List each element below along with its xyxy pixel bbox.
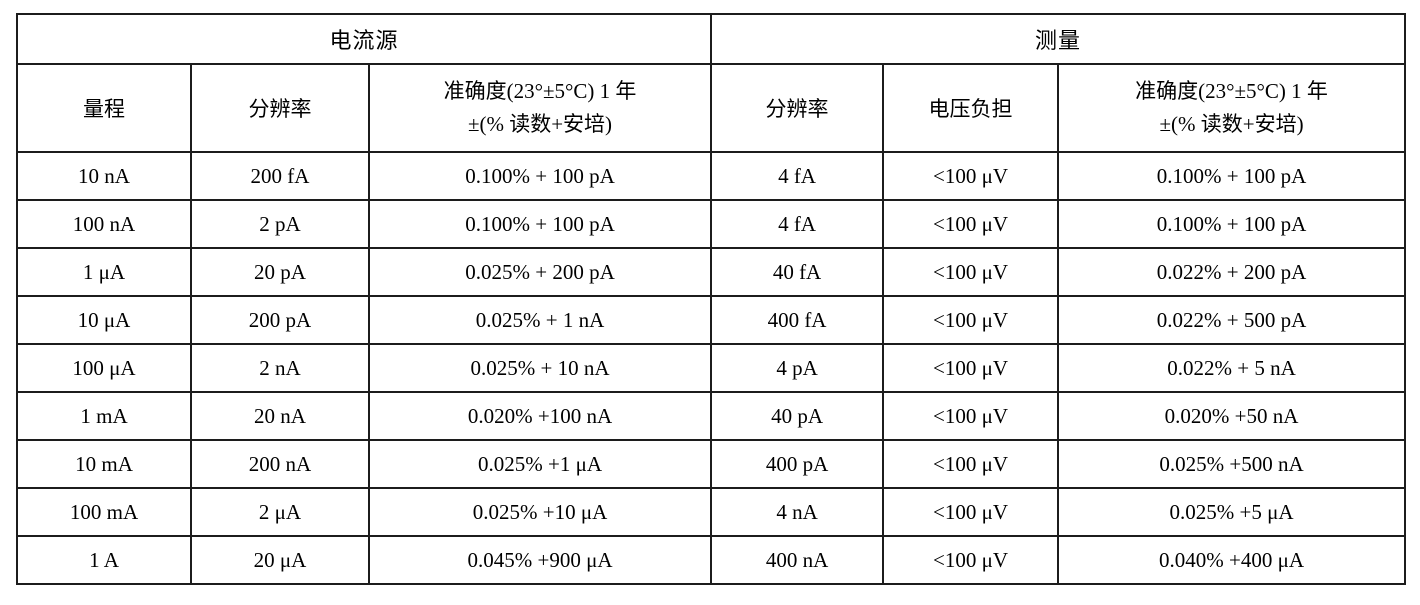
table-cell: 0.025% + 10 nA xyxy=(367,343,713,393)
table-cell: 10 nA xyxy=(16,151,192,201)
table-cell: 1 A xyxy=(16,535,192,585)
table-cell: 0.025% + 1 nA xyxy=(367,295,713,345)
table-cell: 0.025% +500 nA xyxy=(1057,439,1407,489)
table-cell: 200 pA xyxy=(190,295,370,345)
table-body: 10 nA 200 fA 0.100% + 100 pA 4 fA <100 μV 0.1… xyxy=(16,151,1407,585)
accuracy-header-line2: ±(% 读数+安培) xyxy=(1159,112,1304,136)
column-header-row: 量程 分辨率 准确度(23°±5°C) 1 年 ±(% 读数+安培) 分辨率 电… xyxy=(16,63,1407,153)
table-cell: 400 fA xyxy=(710,295,885,345)
table-cell: 400 nA xyxy=(710,535,885,585)
table-cell: <100 μV xyxy=(882,391,1060,441)
section-header-current-source: 电流源 xyxy=(15,13,713,65)
table-cell: 100 μA xyxy=(16,343,192,393)
table-cell: 1 mA xyxy=(16,391,192,441)
table-cell: 40 fA xyxy=(710,247,885,297)
table-cell: <100 μV xyxy=(882,199,1060,249)
accuracy-header-line1: 准确度(23°±5°C) 1 年 xyxy=(1135,79,1328,104)
table-row: 1 A 20 μA 0.045% +900 μA 400 nA <100 μV 0.040… xyxy=(16,535,1407,585)
table-cell: <100 μV xyxy=(882,343,1060,393)
table-cell: <100 μV xyxy=(882,535,1060,585)
table-cell: 0.022% + 500 pA xyxy=(1057,295,1407,345)
section-header-row: 电流源 测量 xyxy=(15,13,1407,65)
spec-table: 电流源 测量 量程 分辨率 准确度(23°±5°C) 1 年 ±(% 读数+安培… xyxy=(15,13,1407,585)
table-cell: 2 pA xyxy=(190,199,370,249)
table-cell: 0.025% +1 μA xyxy=(367,439,713,489)
table-cell: 4 nA xyxy=(710,487,885,537)
table-cell: 40 pA xyxy=(710,391,885,441)
table-row: 10 nA 200 fA 0.100% + 100 pA 4 fA <100 μV 0.1… xyxy=(16,151,1407,201)
table-cell: 100 nA xyxy=(16,199,192,249)
table-cell: <100 μV xyxy=(882,439,1060,489)
table-cell: 200 nA xyxy=(190,439,370,489)
table-cell: 0.040% +400 μA xyxy=(1057,535,1407,585)
col-header-resolution-source: 分辨率 xyxy=(190,63,370,153)
table-cell: 4 pA xyxy=(710,343,885,393)
table-cell: 100 mA xyxy=(16,487,192,537)
table-cell: 0.022% + 200 pA xyxy=(1057,247,1407,297)
table-cell: 0.100% + 100 pA xyxy=(1057,151,1407,201)
table-cell: <100 μV xyxy=(882,151,1060,201)
table-cell: 0.100% + 100 pA xyxy=(367,199,713,249)
table-cell: 20 nA xyxy=(190,391,370,441)
table-cell: 2 nA xyxy=(190,343,370,393)
col-header-resolution-measure: 分辨率 xyxy=(710,63,885,153)
table-cell: 0.025% + 200 pA xyxy=(367,247,713,297)
table-cell: 0.020% +100 nA xyxy=(367,391,713,441)
table-cell: 0.020% +50 nA xyxy=(1057,391,1407,441)
table-cell: 20 pA xyxy=(190,247,370,297)
table-cell: 10 mA xyxy=(16,439,192,489)
accuracy-header-line2: ±(% 读数+安培) xyxy=(467,112,613,136)
table-cell: 400 pA xyxy=(710,439,885,489)
table-cell: 0.022% + 5 nA xyxy=(1057,343,1407,393)
col-header-range: 量程 xyxy=(16,63,192,153)
table-cell: 0.025% +5 μA xyxy=(1057,487,1407,537)
table-cell: 0.025% +10 μA xyxy=(367,487,713,537)
table-row: 100 mA 2 μA 0.025% +10 μA 4 nA <100 μV 0.025%… xyxy=(16,487,1407,537)
table-row: 1 mA 20 nA 0.020% +100 nA 40 pA <100 μV 0.020… xyxy=(16,391,1407,441)
accuracy-header-line1: 准确度(23°±5°C) 1 年 xyxy=(443,79,637,104)
table-cell: 0.100% + 100 pA xyxy=(1057,199,1407,249)
col-header-accuracy-source: 准确度(23°±5°C) 1 年 ±(% 读数+安培) xyxy=(367,63,713,153)
table-cell: 10 μA xyxy=(16,295,192,345)
table-row: 10 mA 200 nA 0.025% +1 μA 400 pA <100 μV 0.02… xyxy=(16,439,1407,489)
table-cell: 20 μA xyxy=(190,535,370,585)
table-cell: 1 μA xyxy=(16,247,192,297)
col-header-voltage-burden: 电压负担 xyxy=(882,63,1060,153)
table-row: 10 μA 200 pA 0.025% + 1 nA 400 fA <100 μV 0.0… xyxy=(16,295,1407,345)
table-row: 100 μA 2 nA 0.025% + 10 nA 4 pA <100 μV 0.022… xyxy=(16,343,1407,393)
col-header-accuracy-measure: 准确度(23°±5°C) 1 年 ±(% 读数+安培) xyxy=(1057,63,1407,153)
table-cell: <100 μV xyxy=(882,295,1060,345)
section-header-measure: 测量 xyxy=(710,13,1407,65)
table-cell: 0.045% +900 μA xyxy=(367,535,713,585)
table-cell: <100 μV xyxy=(882,247,1060,297)
table-cell: 200 fA xyxy=(190,151,370,201)
table-cell: 4 fA xyxy=(710,151,885,201)
table-row: 100 nA 2 pA 0.100% + 100 pA 4 fA <100 μV 0.10… xyxy=(16,199,1407,249)
table-cell: <100 μV xyxy=(882,487,1060,537)
table-cell: 2 μA xyxy=(190,487,370,537)
table-cell: 0.100% + 100 pA xyxy=(367,151,713,201)
table-cell: 4 fA xyxy=(710,199,885,249)
table-row: 1 μA 20 pA 0.025% + 200 pA 40 fA <100 μV 0.02… xyxy=(16,247,1407,297)
